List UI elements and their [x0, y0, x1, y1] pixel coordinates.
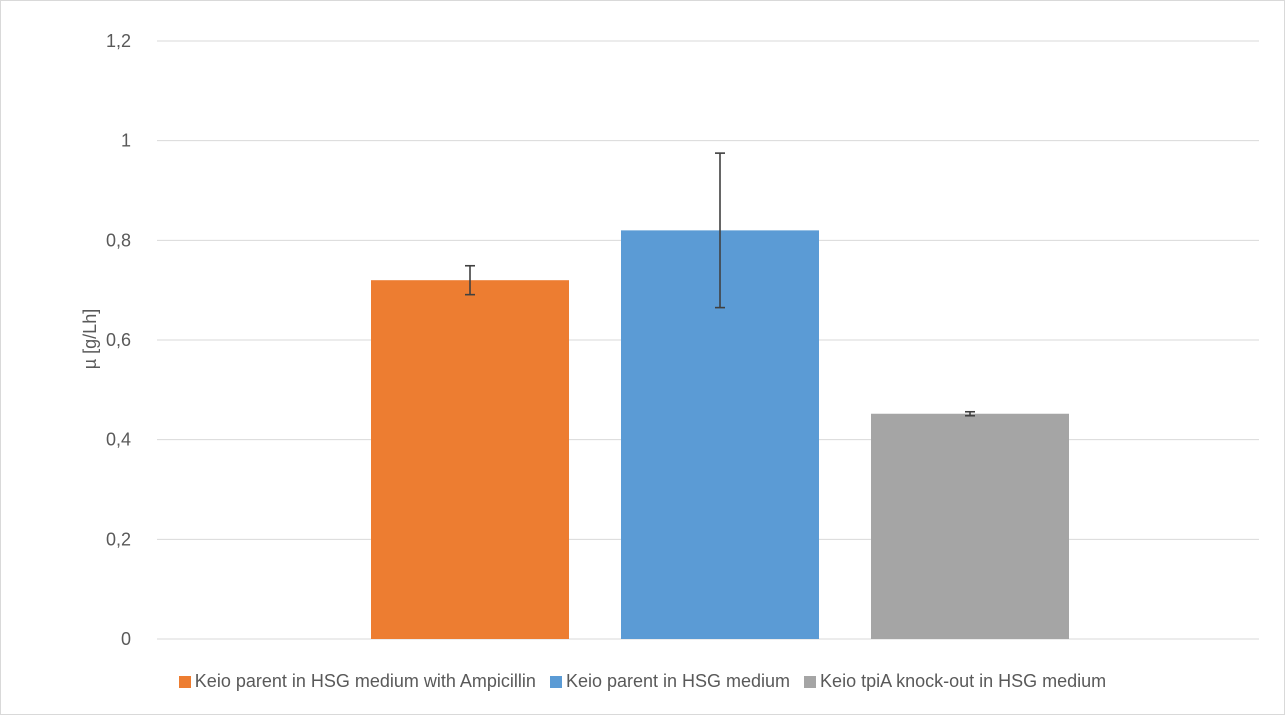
y-tick-label: 0,4	[106, 430, 131, 450]
legend-label: Keio parent in HSG medium with Ampicilli…	[194, 671, 536, 691]
legend-label: Keio parent in HSG medium	[565, 671, 791, 691]
y-tick-label: 0	[121, 629, 131, 649]
y-axis-ticks: 0 0,2 0,4 0,6 0,8 1 1,2	[106, 31, 131, 649]
error-bars	[465, 152, 975, 417]
y-tick-label: 1,2	[106, 31, 131, 51]
bar	[871, 413, 1069, 639]
legend-label: Keio tpiA knock-out in HSG medium	[820, 671, 1107, 691]
y-tick-label: 1	[121, 131, 131, 151]
legend-swatch	[549, 675, 562, 688]
error-bar	[715, 152, 725, 309]
bars	[371, 230, 1069, 639]
legend-item: Keio parent in HSG medium with Ampicilli…	[178, 671, 536, 692]
legend-item: Keio tpiA knock-out in HSG medium	[804, 671, 1106, 692]
legend-item: Keio parent in HSG medium	[549, 671, 791, 692]
error-bar	[465, 264, 475, 296]
y-tick-label: 0,2	[106, 529, 131, 549]
legend: Keio parent in HSG medium with Ampicilli…	[0, 671, 1285, 692]
y-axis-title: µ [g/Lh]	[80, 309, 100, 369]
y-tick-label: 0,6	[106, 330, 131, 350]
y-tick-label: 0,8	[106, 230, 131, 250]
bar	[371, 280, 569, 639]
legend-swatch	[178, 675, 191, 688]
legend-swatch	[804, 675, 817, 688]
error-bar	[965, 410, 975, 417]
